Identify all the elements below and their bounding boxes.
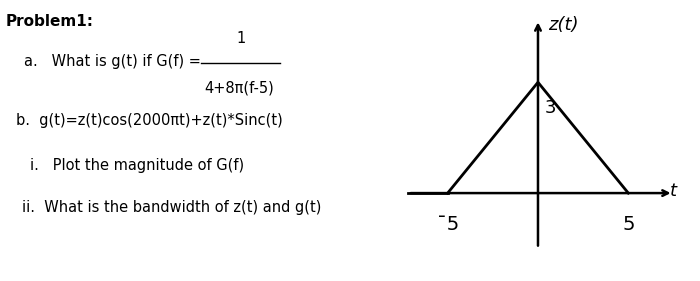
Text: ii.  What is the bandwidth of z(t) and g(t): ii. What is the bandwidth of z(t) and g(… — [22, 200, 321, 216]
Text: 3: 3 — [545, 99, 556, 117]
Text: 1: 1 — [237, 31, 246, 46]
Text: Problem1:: Problem1: — [6, 14, 94, 29]
Text: ¯5: ¯5 — [437, 215, 459, 234]
Text: 5: 5 — [622, 215, 635, 234]
Text: i.   Plot the magnitude of G(f): i. Plot the magnitude of G(f) — [30, 158, 244, 173]
Text: z(t): z(t) — [548, 16, 578, 34]
Text: 4+8π(f-5): 4+8π(f-5) — [204, 80, 274, 95]
Text: b.  g(t)=z(t)cos(2000πt)+z(t)*Sinc(t): b. g(t)=z(t)cos(2000πt)+z(t)*Sinc(t) — [16, 113, 283, 128]
Text: a.   What is g(t) if G(f) =: a. What is g(t) if G(f) = — [24, 54, 206, 69]
Text: t: t — [670, 182, 677, 200]
